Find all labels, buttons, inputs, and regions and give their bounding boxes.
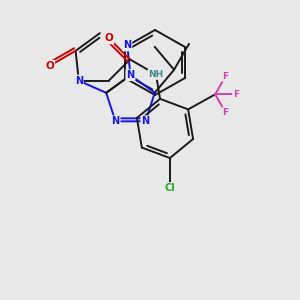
Text: NH: NH <box>148 70 164 79</box>
Text: O: O <box>45 61 54 71</box>
Text: N: N <box>112 116 120 126</box>
Text: F: F <box>223 72 229 81</box>
Text: N: N <box>75 76 83 86</box>
Text: N: N <box>142 116 150 126</box>
Text: F: F <box>223 108 229 117</box>
Text: N: N <box>123 40 131 50</box>
Text: O: O <box>104 33 113 43</box>
Text: Cl: Cl <box>164 183 175 193</box>
Text: N: N <box>126 70 134 80</box>
Text: F: F <box>233 90 239 99</box>
